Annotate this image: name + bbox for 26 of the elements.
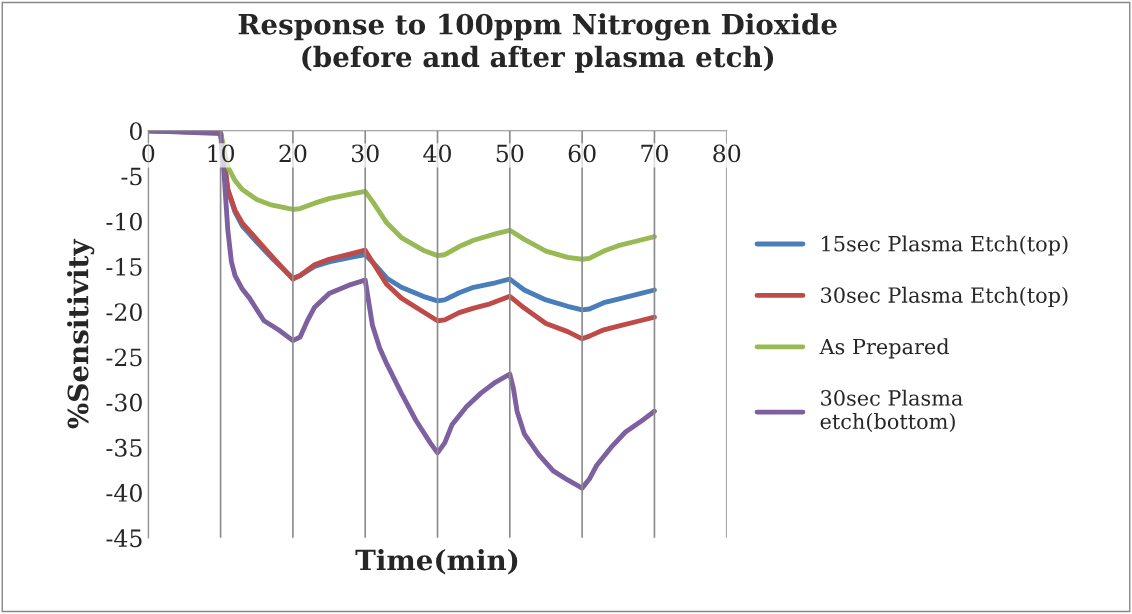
y-tick-label: -15: [106, 257, 142, 276]
y-tick-label: -5: [121, 167, 142, 186]
y-tick-label: -30: [106, 393, 142, 412]
y-tick-label: 0: [129, 122, 142, 141]
y-tick-label: -45: [106, 529, 142, 548]
legend-label: As Prepared: [819, 338, 949, 359]
legend-label: 30sec Plasma Etch(top): [821, 286, 1068, 308]
x-tick-label: 40: [423, 144, 451, 163]
chart-title: Response to 100ppm Nitrogen Dioxide (before and after plasma etch): [238, 13, 837, 73]
x-tick-label: 30: [351, 144, 379, 163]
x-tick-label: 20: [279, 144, 307, 163]
y-axis-title: %Sensitivity: [67, 238, 95, 429]
x-tick-label: 0: [142, 144, 155, 163]
x-tick-label: 10: [208, 144, 235, 163]
y-tick-label: -35: [106, 438, 142, 457]
x-tick-label: 60: [568, 144, 596, 163]
x-tick-label: 50: [496, 144, 524, 163]
legend-label: 30sec Plasma etch(bottom): [820, 389, 963, 433]
y-tick-label: -25: [106, 348, 142, 367]
x-tick-label: 70: [641, 144, 668, 163]
x-tick-label: 80: [713, 144, 741, 163]
y-tick-label: -40: [106, 484, 142, 502]
y-tick-label: -20: [106, 303, 142, 322]
y-tick-label: -10: [106, 212, 142, 231]
legend-label: 15sec Plasma Etch(top): [822, 235, 1068, 256]
x-axis-title: Time(min): [355, 548, 518, 575]
